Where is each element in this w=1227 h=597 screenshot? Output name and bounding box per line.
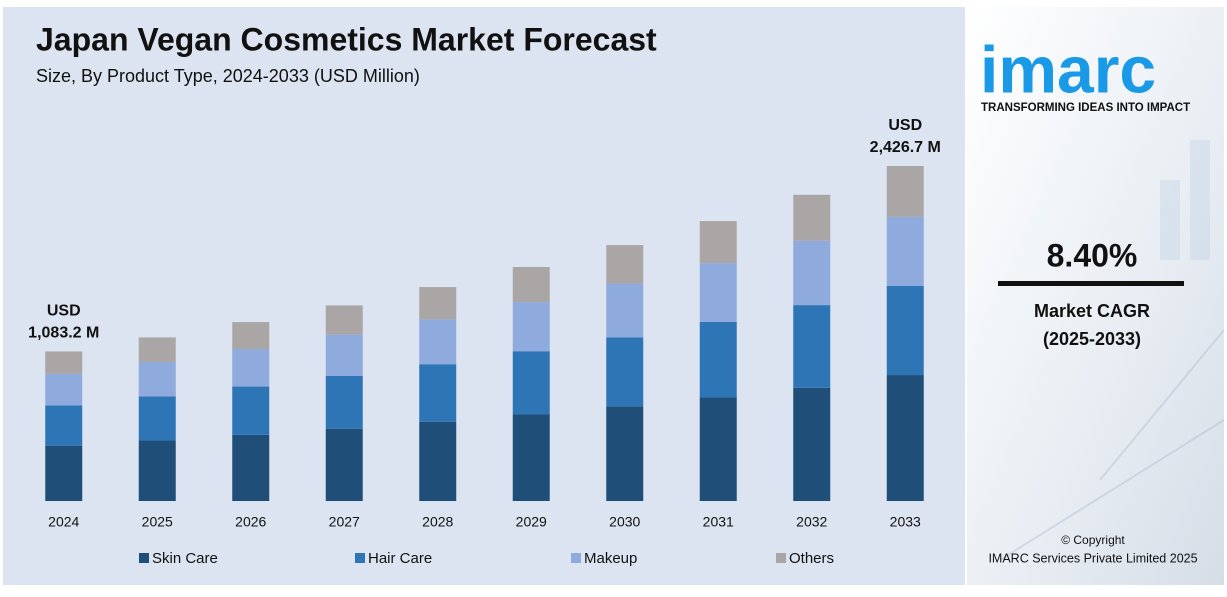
bar-segment — [512, 267, 550, 303]
legend-label: Makeup — [584, 550, 637, 567]
bar-segment — [138, 440, 176, 501]
bar-segment — [699, 263, 737, 322]
bar-segment — [886, 285, 924, 376]
x-tick-label: 2033 — [890, 514, 921, 530]
bar-segment — [606, 337, 644, 407]
bar-segment — [793, 387, 831, 501]
total-label: 1,083.2 M — [28, 325, 99, 342]
bar-segment — [699, 321, 737, 398]
x-tick-label: 2024 — [48, 514, 79, 530]
x-tick-label: 2029 — [516, 514, 547, 530]
bar-segment — [45, 351, 83, 374]
bar-segment — [793, 240, 831, 306]
bar-segment — [606, 283, 644, 338]
cagr-value: 8.40% — [1047, 237, 1138, 273]
bar-segment — [512, 414, 550, 501]
bar-segment — [138, 361, 176, 397]
sidebar-background — [967, 7, 1224, 585]
tagline: TRANSFORMING IDEAS INTO IMPACT — [981, 102, 1190, 114]
bar-segment — [138, 396, 176, 441]
bar-segment — [699, 221, 737, 264]
bar-segment — [886, 375, 924, 501]
x-tick-label: 2028 — [422, 514, 453, 530]
x-tick-label: 2025 — [142, 514, 173, 530]
bar-segment — [45, 445, 83, 501]
total-label: 2,426.7 M — [870, 139, 941, 156]
legend-swatch — [776, 553, 786, 563]
bar-segment — [793, 305, 831, 388]
bar-segment — [419, 364, 457, 422]
bar-segment — [232, 322, 270, 350]
logo: imarc — [980, 32, 1156, 106]
bar-segment — [793, 194, 831, 241]
cagr-label: Market CAGR — [1034, 301, 1150, 321]
bar-segment — [232, 386, 270, 435]
chart-subtitle: Size, By Product Type, 2024-2033 (USD Mi… — [36, 66, 420, 86]
bar-segment — [699, 397, 737, 501]
x-tick-label: 2032 — [796, 514, 827, 530]
bar-segment — [606, 245, 644, 284]
x-tick-label: 2027 — [329, 514, 360, 530]
bar-segment — [512, 351, 550, 415]
legend-label: Others — [789, 550, 834, 567]
chart-title: Japan Vegan Cosmetics Market Forecast — [36, 21, 657, 57]
bar-segment — [232, 349, 270, 387]
legend-swatch — [571, 553, 581, 563]
bar-segment — [232, 434, 270, 501]
bar-segment — [45, 373, 83, 406]
company: IMARC Services Private Limited 2025 — [988, 551, 1197, 565]
bar-segment — [606, 406, 644, 501]
bar-segment — [325, 334, 363, 376]
bar-segment — [325, 305, 363, 335]
legend-label: Skin Care — [152, 550, 218, 567]
legend-label: Hair Care — [368, 550, 432, 567]
x-tick-label: 2030 — [609, 514, 640, 530]
cagr-rule — [998, 281, 1184, 286]
legend-swatch — [355, 553, 365, 563]
legend-swatch — [139, 553, 149, 563]
bar-segment — [138, 337, 176, 362]
cagr-period: (2025-2033) — [1043, 329, 1141, 349]
total-label: USD — [47, 303, 81, 320]
bar-segment — [325, 428, 363, 501]
bar-segment — [325, 375, 363, 429]
copyright: © Copyright — [1061, 533, 1125, 547]
bar-segment — [512, 302, 550, 352]
bar-segment — [419, 421, 457, 501]
bar-segment — [886, 216, 924, 286]
x-tick-label: 2031 — [703, 514, 734, 530]
total-label: USD — [888, 117, 922, 134]
bar-segment — [419, 319, 457, 365]
bar-segment — [886, 166, 924, 217]
bar-segment — [419, 287, 457, 320]
sidebar-decoration — [999, 140, 1225, 561]
bar-segment — [45, 405, 83, 446]
x-tick-label: 2026 — [235, 514, 266, 530]
